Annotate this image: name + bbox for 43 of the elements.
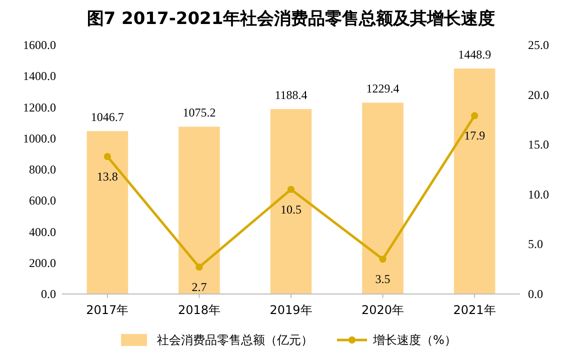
legend-label: 社会消费品零售总额（亿元） [157,333,313,347]
y-tick-label: 1600.0 [23,38,56,52]
bar [86,131,128,294]
bar [362,102,404,294]
y-tick-label: 200.0 [29,256,56,270]
bar [178,126,220,294]
data-label: 1229.4 [366,82,400,96]
data-label: 10.5 [280,202,302,216]
data-label: 13.8 [96,170,118,184]
point [104,152,111,160]
x-tick-label: 2018年 [178,303,220,317]
y-tick-label: 1400.0 [23,69,56,84]
point [196,264,203,271]
data-label: 17.9 [464,128,486,143]
y-tick-label: 1200.0 [23,100,56,114]
y-tick-label: 800.0 [29,162,56,176]
x-tick-label: 2021年 [453,303,496,317]
bar [270,109,312,294]
data-label: 1448.9 [458,48,492,62]
y2-tick-label: 5.0 [528,237,543,252]
x-tick-label: 2019年 [270,303,312,317]
data-label: 2.7 [192,280,207,294]
bar [454,68,496,294]
y2-tick-label: 25.0 [528,38,549,52]
y-tick-label: 600.0 [29,194,56,208]
data-label: 1046.7 [90,110,124,124]
y-tick-label: 400.0 [29,224,56,239]
point [471,112,478,120]
x-tick-label: 2017年 [86,303,129,317]
point [287,186,295,193]
data-label: 1075.2 [182,106,216,120]
y2-tick-label: 0.0 [528,287,543,301]
y-tick-label: 1000.0 [23,131,56,146]
point [379,256,386,263]
data-label: 3.5 [375,272,390,286]
data-label: 1188.4 [274,88,308,102]
y-tick-label: 0.0 [41,287,56,301]
y2-tick-label: 15.0 [528,138,549,152]
y2-tick-label: 10.0 [528,187,549,202]
legend-label: 增长速度（%） [372,333,456,347]
x-tick-label: 2020年 [362,303,404,317]
y2-tick-label: 20.0 [528,88,549,102]
chart-title: 图7 2017-2021年社会消费品零售总额及其增长速度 [86,9,496,29]
